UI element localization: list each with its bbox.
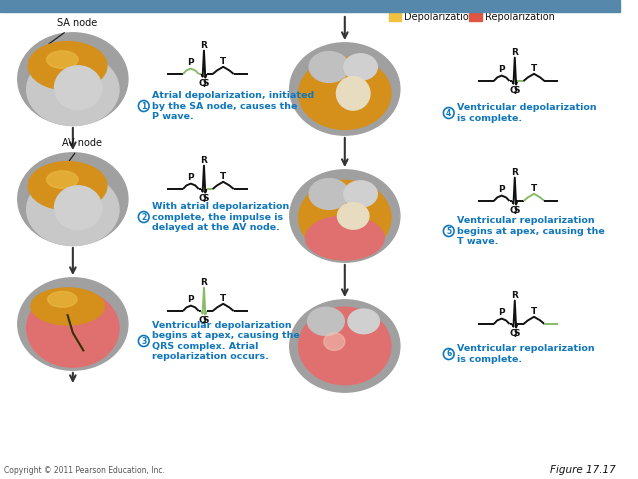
Text: T: T — [220, 172, 226, 181]
Text: Ventricular depolarization
is complete.: Ventricular depolarization is complete. — [457, 103, 597, 123]
Ellipse shape — [344, 54, 377, 80]
Text: T: T — [220, 57, 226, 66]
Text: Q: Q — [198, 316, 206, 325]
Ellipse shape — [18, 153, 128, 245]
Text: P: P — [498, 184, 505, 194]
Text: R: R — [200, 41, 207, 50]
Text: T: T — [531, 64, 537, 73]
Text: Depolarization: Depolarization — [404, 11, 475, 22]
Text: P: P — [498, 65, 505, 74]
Ellipse shape — [290, 43, 400, 135]
Text: Ventricular depolarization
begins at apex, causing the
QRS complex. Atrial
repol: Ventricular depolarization begins at ape… — [152, 321, 300, 361]
Text: Q: Q — [509, 205, 517, 215]
Ellipse shape — [48, 291, 77, 308]
Text: Copyright © 2011 Pearson Education, Inc.: Copyright © 2011 Pearson Education, Inc. — [4, 466, 165, 475]
Ellipse shape — [27, 54, 119, 125]
Text: 6: 6 — [446, 350, 451, 358]
Text: 4: 4 — [446, 109, 451, 117]
Text: Atrial depolarization, initiated
by the SA node, causes the
P wave.: Atrial depolarization, initiated by the … — [152, 91, 315, 121]
Ellipse shape — [27, 290, 119, 367]
Ellipse shape — [338, 203, 369, 229]
Ellipse shape — [309, 52, 349, 82]
Ellipse shape — [299, 181, 391, 255]
Text: P: P — [498, 308, 505, 317]
Text: T: T — [531, 307, 537, 316]
Text: S: S — [203, 79, 209, 88]
Text: P: P — [188, 172, 194, 182]
Ellipse shape — [54, 186, 101, 230]
Text: P: P — [188, 295, 194, 304]
Ellipse shape — [336, 77, 370, 110]
Text: R: R — [511, 168, 518, 177]
Text: S: S — [203, 194, 209, 203]
Text: 5: 5 — [446, 227, 451, 236]
Ellipse shape — [306, 216, 384, 260]
Ellipse shape — [348, 309, 380, 334]
Ellipse shape — [290, 300, 400, 392]
Ellipse shape — [28, 161, 107, 210]
Text: Repolarization: Repolarization — [485, 11, 554, 22]
Text: 2: 2 — [141, 213, 146, 221]
Bar — [469, 12, 482, 21]
Text: S: S — [514, 86, 520, 94]
Text: 3: 3 — [141, 337, 146, 345]
Text: Figure 17.17: Figure 17.17 — [550, 465, 616, 475]
Text: S: S — [514, 329, 520, 338]
Text: SA node: SA node — [49, 18, 98, 44]
Ellipse shape — [18, 278, 128, 370]
Ellipse shape — [309, 179, 349, 209]
Ellipse shape — [344, 181, 377, 207]
Ellipse shape — [28, 42, 107, 90]
Text: R: R — [200, 278, 207, 286]
Bar — [0, 0, 619, 12]
Ellipse shape — [47, 171, 78, 188]
Ellipse shape — [54, 66, 101, 110]
Text: P: P — [188, 57, 194, 67]
Text: Q: Q — [198, 194, 206, 203]
Text: R: R — [511, 291, 518, 299]
Text: With atrial depolarization
complete, the impulse is
delayed at the AV node.: With atrial depolarization complete, the… — [152, 202, 290, 232]
Text: Q: Q — [509, 86, 517, 94]
Ellipse shape — [299, 57, 391, 129]
Text: 1: 1 — [141, 102, 146, 111]
Ellipse shape — [47, 51, 78, 68]
Text: Ventricular repolarization
is complete.: Ventricular repolarization is complete. — [457, 344, 595, 364]
Text: AV node: AV node — [59, 138, 102, 175]
Text: R: R — [511, 47, 518, 57]
Text: Q: Q — [198, 79, 206, 88]
Text: Q: Q — [509, 329, 517, 338]
Ellipse shape — [31, 288, 105, 325]
Ellipse shape — [18, 33, 128, 125]
Ellipse shape — [308, 308, 345, 335]
Text: Ventricular repolarization
begins at apex, causing the
T wave.: Ventricular repolarization begins at ape… — [457, 216, 605, 246]
Bar — [389, 12, 401, 21]
Text: S: S — [514, 205, 520, 215]
Ellipse shape — [324, 333, 345, 351]
Text: R: R — [200, 156, 207, 165]
Text: S: S — [203, 316, 209, 325]
Text: T: T — [220, 294, 226, 303]
Ellipse shape — [299, 308, 391, 385]
Ellipse shape — [27, 173, 119, 246]
Text: T: T — [531, 184, 537, 193]
Ellipse shape — [290, 170, 400, 262]
